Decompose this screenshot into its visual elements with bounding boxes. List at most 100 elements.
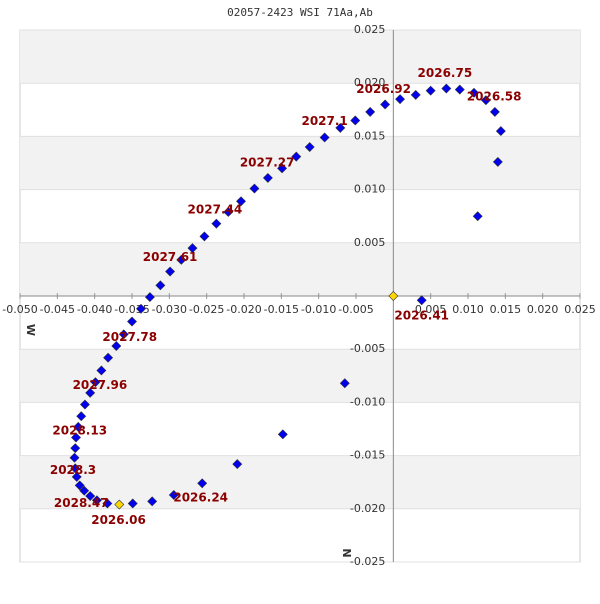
data-point (71, 432, 81, 443)
annotation: 2026.41 (394, 309, 449, 323)
data-point (70, 443, 81, 454)
data-point (489, 106, 500, 117)
data-point (441, 83, 452, 94)
data-point (492, 156, 503, 167)
data-point (85, 387, 96, 398)
x-axis-label: W (24, 324, 37, 336)
data-point (102, 498, 113, 509)
y-tick-label: -0.020 (350, 502, 385, 515)
data-point (79, 485, 90, 496)
data-point (454, 84, 465, 95)
data-point (91, 495, 102, 506)
data-point (223, 206, 234, 217)
data-point (71, 471, 82, 482)
x-tick-label: 0.020 (527, 303, 559, 316)
grid-band (20, 349, 580, 403)
data-point (69, 452, 80, 463)
annotation: 2027.61 (143, 250, 198, 264)
data-point (262, 172, 273, 183)
data-point (416, 295, 427, 306)
data-point (199, 231, 210, 242)
annotation: 2027.1 (301, 114, 347, 128)
data-point (127, 498, 138, 509)
annotation: 2026.92 (356, 82, 411, 96)
x-tick-label: 0.015 (490, 303, 522, 316)
data-point (232, 459, 243, 470)
data-point (136, 303, 146, 314)
data-point (96, 365, 107, 376)
data-point (388, 291, 399, 301)
grid-band (20, 136, 580, 190)
data-point (335, 122, 346, 133)
data-point (165, 266, 176, 277)
x-tick-label: -0.010 (301, 303, 336, 316)
data-point (395, 94, 406, 105)
grid-band (20, 30, 580, 84)
grid-band (20, 455, 580, 509)
data-point (211, 218, 222, 229)
y-tick-label: -0.015 (350, 449, 385, 462)
y-tick-label: 0.020 (354, 76, 386, 89)
data-point (90, 377, 101, 388)
data-point (249, 183, 260, 194)
data-point (168, 490, 179, 500)
data-point (103, 352, 114, 363)
data-point (277, 163, 288, 174)
data-point (380, 99, 391, 110)
data-point (85, 491, 96, 501)
x-tick-label: 0.005 (415, 303, 447, 316)
data-point (425, 85, 436, 96)
x-tick-label: -0.005 (338, 303, 373, 316)
data-point (114, 499, 125, 510)
data-point (155, 280, 166, 291)
y-tick-label: -0.025 (350, 555, 385, 568)
y-tick-label: -0.005 (350, 342, 385, 355)
data-point (319, 132, 330, 143)
data-point (365, 106, 376, 117)
data-point (236, 196, 246, 207)
y-tick-label: 0.010 (354, 183, 386, 196)
x-tick-label: -0.040 (77, 303, 112, 316)
data-point (339, 378, 350, 389)
data-point (76, 411, 87, 422)
data-point (187, 243, 198, 254)
y-tick-label: -0.010 (350, 395, 385, 408)
chart-title: 02057-2423 WSI 71Aa,Ab (227, 6, 373, 19)
data-point (80, 399, 90, 410)
annotation: 2027.96 (73, 378, 128, 392)
x-tick-label: -0.030 (152, 303, 187, 316)
data-point (111, 341, 122, 351)
y-tick-label: 0.025 (354, 23, 386, 36)
data-point (495, 126, 506, 137)
data-point (472, 211, 483, 222)
x-tick-label: -0.025 (189, 303, 224, 316)
x-tick-label: -0.015 (264, 303, 299, 316)
y-axis-label: N (340, 548, 353, 557)
data-point (147, 496, 158, 507)
data-point (469, 87, 479, 98)
data-point (144, 292, 155, 303)
y-tick-label: 0.005 (354, 236, 386, 249)
annotation: 2027.44 (188, 202, 243, 216)
annotation: 2026.06 (91, 513, 146, 527)
data-point (176, 254, 187, 265)
annotation: 2027.27 (240, 156, 295, 170)
data-point (291, 151, 302, 162)
annotation: 2027.78 (102, 330, 157, 344)
data-point (277, 429, 288, 440)
annotation: 2026.58 (467, 90, 522, 104)
data-point (73, 421, 84, 432)
annotation: 2028.47 (54, 496, 109, 510)
annotation: 2028.13 (52, 424, 107, 438)
x-tick-label: 0.025 (564, 303, 596, 316)
data-point (350, 115, 361, 126)
data-point (74, 480, 85, 491)
data-point (127, 316, 137, 327)
annotation: 2026.24 (173, 491, 228, 505)
y-tick-label: 0.015 (354, 129, 386, 142)
data-point (480, 95, 491, 106)
data-point (70, 463, 81, 474)
data-point (410, 89, 421, 100)
x-tick-label: 0.010 (452, 303, 484, 316)
